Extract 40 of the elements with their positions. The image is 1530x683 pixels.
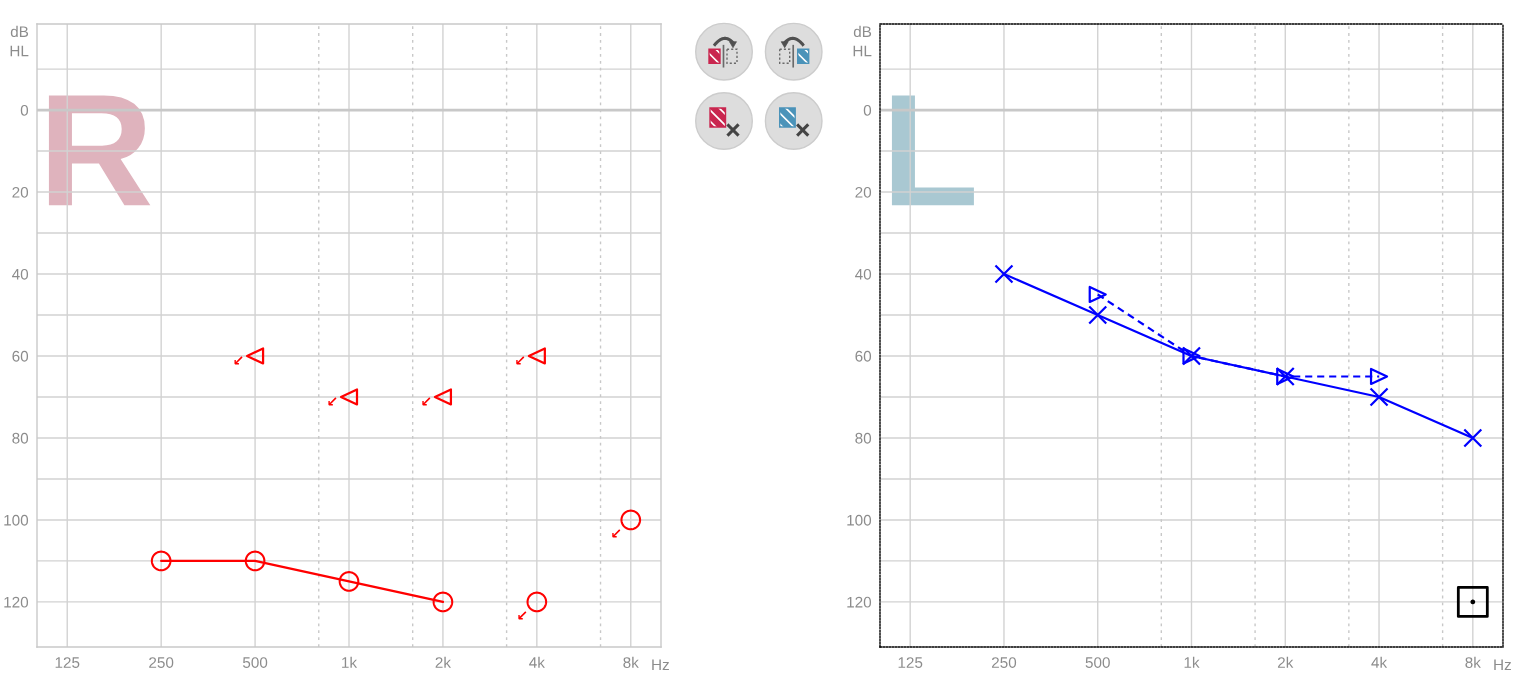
x-axis-title: Hz <box>652 659 669 670</box>
annotation: ↙ <box>518 611 527 620</box>
y-tick-label: 80 <box>855 432 872 444</box>
y-tick-label: 120 <box>847 596 872 608</box>
y-tick-label: 120 <box>4 596 29 608</box>
x-tick-label: 500 <box>242 657 268 668</box>
x-tick-label: 2k <box>435 656 452 668</box>
annotation: ↙ <box>234 356 243 365</box>
annotation: ↙ <box>328 397 337 406</box>
y-tick-label: 100 <box>847 514 872 526</box>
y-tick-label: 20 <box>12 186 29 198</box>
y-tick-label: 60 <box>855 350 872 362</box>
x-tick-label: 8k <box>1465 656 1481 668</box>
annotation: R <box>48 95 151 206</box>
y-tick-label: 40 <box>12 268 29 280</box>
y-axis-title: dB HL <box>10 25 29 57</box>
x-tick-label: 1k <box>342 656 358 668</box>
x-tick-label: 1k <box>1184 656 1200 668</box>
y-axis-title: dB HL <box>853 25 872 57</box>
x-tick-label: 250 <box>991 657 1017 668</box>
y-tick-label: 60 <box>12 350 29 362</box>
x-tick-label: 8k <box>623 656 639 668</box>
annotation: ↙ <box>612 529 621 538</box>
x-tick-label: 500 <box>1085 657 1110 668</box>
annotation: ↙ <box>422 397 431 406</box>
y-tick-label: 0 <box>20 104 29 116</box>
x-axis-title: Hz <box>1494 659 1511 670</box>
x-tick-label: 2k <box>1277 656 1294 668</box>
y-tick-label: 100 <box>4 514 29 526</box>
y-tick-label: 80 <box>12 432 29 444</box>
y-tick-label: 20 <box>855 186 872 198</box>
x-tick-label: 125 <box>55 657 80 668</box>
x-tick-label: 250 <box>149 657 174 668</box>
annotation: L <box>891 95 974 206</box>
x-tick-label: 125 <box>898 657 923 668</box>
y-tick-label: 40 <box>855 268 872 280</box>
annotation: ↙ <box>516 356 525 365</box>
y-tick-label: 0 <box>863 104 872 116</box>
x-tick-label: 4k <box>529 656 545 668</box>
x-tick-label: 4k <box>1371 656 1388 668</box>
